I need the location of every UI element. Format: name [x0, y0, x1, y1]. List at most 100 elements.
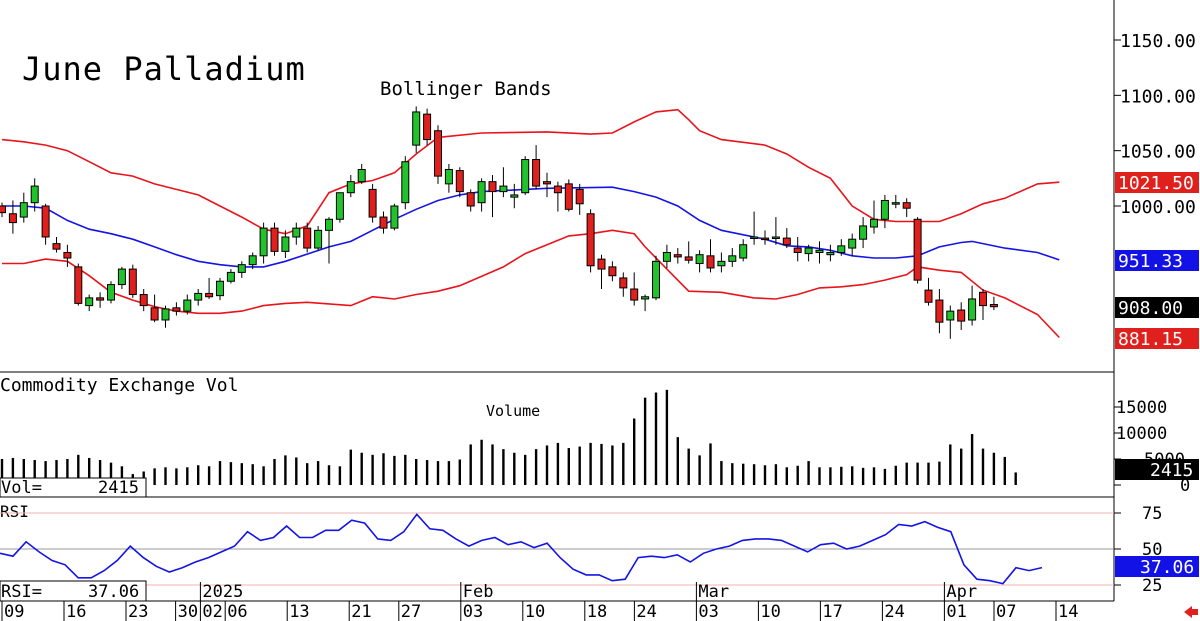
candle-body-up [521, 159, 530, 194]
candle-body-down [586, 213, 595, 267]
rsi-readout-label: RSI= [1, 582, 42, 602]
rsi-series-line [0, 513, 1043, 585]
candle [477, 178, 486, 212]
candle [314, 225, 323, 251]
candle-body-down [434, 130, 442, 177]
candle-body-up [194, 292, 203, 301]
candle [96, 292, 105, 308]
candle [0, 202, 6, 218]
price-tick-label: 1050.00 [1120, 142, 1196, 163]
upper-band-line [1, 108, 1060, 235]
candle [913, 217, 922, 284]
middle-band-line [2, 186, 1060, 268]
date-tick-label: 01 [946, 602, 966, 621]
candle [575, 183, 584, 215]
lower-band-badge: 881.15 [1115, 328, 1199, 350]
candle [499, 167, 508, 198]
upper-band-badge-text: 1021.50 [1118, 173, 1194, 194]
candle [85, 294, 94, 312]
candle [652, 255, 660, 301]
candle-body-up [314, 229, 323, 249]
volume-tick-label: 10000 [1116, 424, 1167, 444]
candle [444, 163, 453, 193]
candle [815, 241, 824, 264]
candle-body-up [19, 202, 28, 218]
candle-body-down [379, 216, 388, 229]
date-tick-label: 23 [128, 602, 148, 621]
candle-body-down [935, 299, 944, 323]
date-tick-label: 27 [401, 602, 421, 621]
scroll-arrow-icon[interactable] [1184, 606, 1198, 618]
candle-body-down [902, 202, 911, 209]
candle [379, 211, 388, 234]
candle [804, 244, 813, 262]
price-tick-label: 1000.00 [1120, 197, 1196, 218]
candle [706, 239, 715, 273]
candle [750, 211, 759, 245]
candle-body-down [989, 303, 998, 308]
candle [30, 178, 39, 212]
candle [782, 228, 791, 249]
candle-body-up [107, 284, 115, 301]
bollinger-bands [1, 108, 1060, 339]
lower-band-badge-bg [1115, 328, 1199, 349]
candle [935, 289, 944, 334]
candle-body-down [684, 256, 693, 261]
date-tick-label: 24 [884, 602, 904, 621]
date-tick-label: 30 [178, 602, 198, 621]
candle-body-down [41, 205, 50, 238]
candle-body-down [368, 188, 377, 218]
candle-body-down [543, 181, 551, 185]
candle-body-down [608, 266, 617, 277]
candle [172, 302, 181, 316]
candle-body-up [161, 308, 170, 321]
candle-body-up [837, 245, 846, 253]
candle-body-down [205, 292, 214, 298]
candle [586, 209, 595, 273]
candle [226, 269, 235, 284]
candle [979, 289, 987, 320]
candle [335, 192, 344, 223]
candle [771, 217, 780, 245]
candle [466, 189, 475, 212]
volume-badge [1115, 459, 1199, 480]
candle [946, 305, 955, 339]
candle-body-up [117, 268, 126, 286]
candle-body-up [641, 296, 650, 300]
candle-body-up [237, 264, 246, 273]
volume-readout-box [0, 477, 147, 498]
candle [270, 222, 279, 256]
candle-body-up [859, 225, 868, 240]
candle-body-up [390, 205, 399, 229]
candle-body-up [891, 202, 900, 205]
candlesticks [0, 106, 998, 339]
candle [128, 264, 137, 298]
candle [532, 145, 541, 190]
candle-body-down [150, 307, 159, 321]
date-tick-label: 03 [698, 602, 718, 621]
candle [989, 296, 998, 311]
date-tick-label: 10 [525, 602, 545, 621]
candle [902, 198, 911, 218]
candle-body-down [488, 181, 497, 193]
volume-readout-label: Vol= [1, 478, 42, 498]
volume-panel: Commodity Exchange Vol Volume 15000 10000… [0, 375, 1199, 498]
candle [662, 244, 671, 268]
candle-body-up [771, 236, 780, 239]
period-label: 2025 [202, 582, 243, 602]
rsi-badge [1115, 556, 1199, 577]
candle-body-up [815, 249, 824, 253]
candle-body-down [423, 113, 432, 141]
volume-study-label: Volume [486, 402, 540, 420]
last-price-badge: 908.00 [1115, 297, 1199, 319]
candle [259, 222, 268, 264]
candle [434, 125, 442, 184]
candle-body-up [477, 181, 486, 204]
candle [248, 252, 257, 270]
candle-body-up [652, 260, 660, 299]
rsi-tick-label: 50 [1142, 540, 1162, 560]
candle-body-down [913, 218, 922, 281]
candle-body-up [499, 185, 508, 193]
candle-body-down [575, 188, 584, 205]
